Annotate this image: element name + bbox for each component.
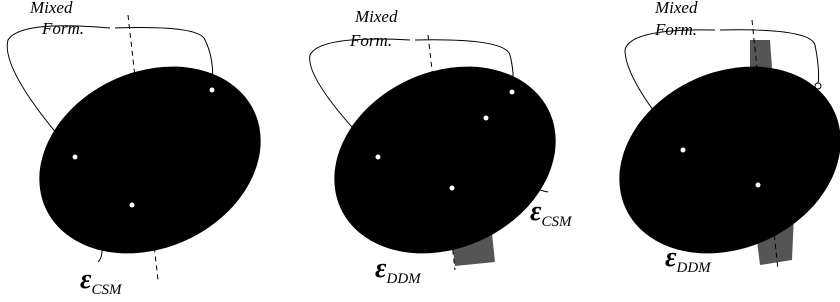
mesh-boundary — [304, 32, 587, 289]
node — [449, 185, 455, 191]
mesh — [581, 23, 840, 297]
mesh-boundary — [589, 32, 840, 289]
mixed-label: Mixed — [29, 0, 73, 17]
mixed-label: Form. — [349, 31, 392, 50]
subscript: CSM — [541, 214, 573, 230]
subscript: CSM — [91, 282, 123, 298]
node — [209, 87, 215, 93]
panel: Mixed Form. εCSM εDDM — [296, 7, 594, 297]
node — [483, 115, 489, 121]
node — [375, 154, 381, 160]
epsilon-label: εCSM — [80, 264, 123, 298]
panel: Mixed Form. εCSM — [1, 0, 299, 298]
panel: Mixed Form. εDDM — [581, 0, 840, 297]
subscript: DDM — [385, 271, 422, 287]
symbol: ε — [375, 253, 387, 284]
mesh-boundary — [9, 32, 292, 289]
node — [72, 154, 78, 160]
node — [509, 89, 515, 95]
mesh — [1, 23, 299, 297]
epsilon-label: εCSM — [530, 196, 573, 230]
node — [680, 147, 686, 153]
node — [129, 202, 135, 208]
node — [815, 83, 821, 89]
symbol: ε — [530, 196, 542, 227]
symbol: ε — [665, 242, 677, 273]
mesh — [296, 23, 594, 297]
epsilon-label: εDDM — [375, 253, 422, 287]
node — [755, 182, 761, 188]
mixed-label: Mixed — [654, 0, 698, 17]
subscript: DDM — [675, 260, 712, 276]
mixed-label: Form. — [41, 19, 84, 38]
diagram: Mixed Form. εCSM Mixed Form. εCSM εDDM M… — [0, 0, 840, 302]
mixed-label: Mixed — [354, 7, 398, 26]
mixed-label: Form. — [654, 20, 697, 39]
symbol: ε — [80, 264, 92, 295]
